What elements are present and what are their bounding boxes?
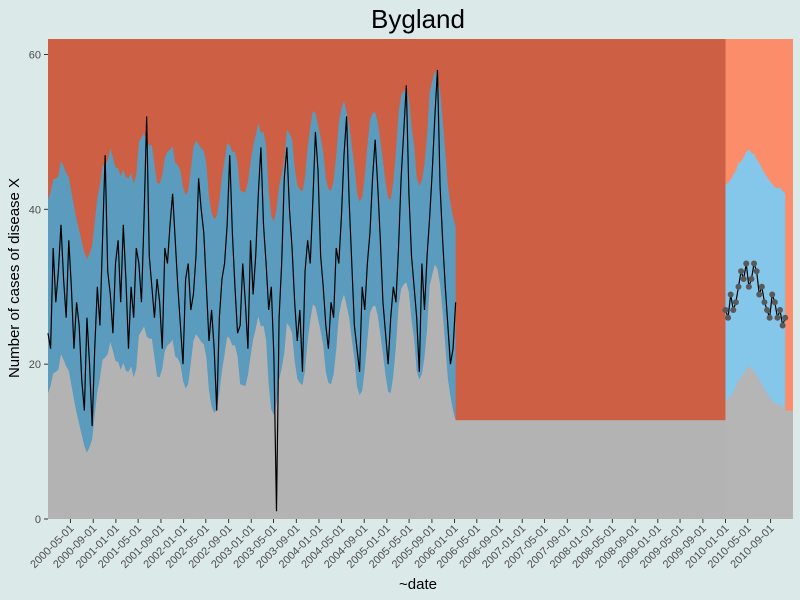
- forecast-point: [725, 314, 732, 321]
- y-tick-label: 20: [29, 359, 41, 371]
- forecast-point: [738, 268, 745, 275]
- chart-title: Bygland: [371, 4, 465, 34]
- forecast-band-low: [725, 366, 793, 519]
- forecast-point: [743, 260, 750, 267]
- forecast-point: [732, 299, 739, 306]
- y-tick-label: 40: [29, 204, 41, 216]
- forecast-point: [758, 283, 765, 290]
- forecast-point: [769, 291, 776, 298]
- forecast-point: [751, 260, 758, 267]
- forecast-point: [735, 283, 742, 290]
- forecast-point: [722, 306, 729, 313]
- forecast-point: [766, 314, 773, 321]
- forecast-point: [761, 299, 768, 306]
- forecast-point: [779, 322, 786, 329]
- forecast-point: [727, 291, 734, 298]
- y-axis: 0 20 40 60: [29, 49, 48, 526]
- x-axis-title: ~date: [399, 576, 437, 593]
- forecast-point: [753, 268, 760, 275]
- forecast-point: [782, 314, 789, 321]
- forecast-point: [748, 276, 755, 282]
- y-tick-label: 60: [29, 49, 41, 61]
- x-axis: 2000-05-012000-09-012001-01-012001-05-01…: [28, 519, 777, 571]
- forecast-point: [745, 283, 752, 290]
- series-line: [47, 69, 457, 512]
- forecast-point: [771, 299, 778, 306]
- forecast-point: [740, 276, 747, 282]
- forecast-point: [730, 306, 737, 313]
- forecast-point: [777, 306, 784, 313]
- forecast-band-mid: [725, 149, 786, 411]
- forecast-point: [774, 314, 781, 321]
- y-axis-title: Number of cases of disease X: [6, 178, 23, 378]
- band-low: [48, 264, 726, 519]
- forecast-point: [756, 291, 763, 298]
- plot-area: [47, 39, 793, 519]
- y-tick-label: 0: [35, 514, 41, 526]
- forecast-point: [764, 306, 771, 313]
